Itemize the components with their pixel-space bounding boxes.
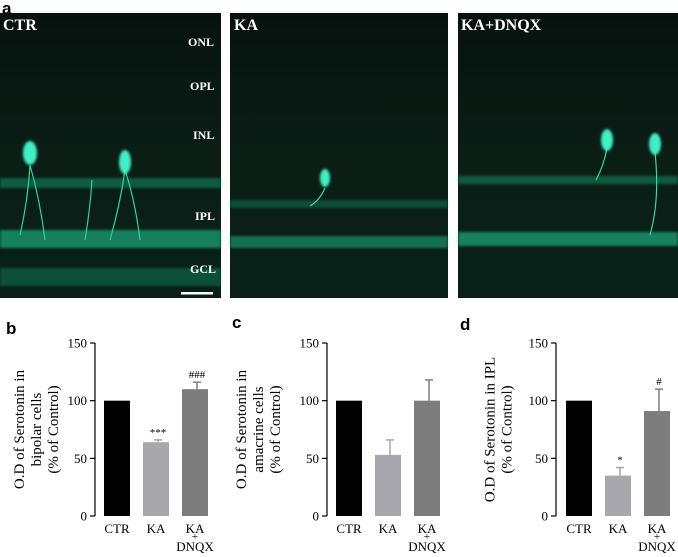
- micrograph-row: CTR ONL OPL INL IPL GCL KA KA+DNQX: [0, 13, 678, 298]
- y-tick-label: 150: [300, 336, 320, 351]
- y-axis-label: O.D of Serotonin inamacrine cells(% of C…: [234, 369, 284, 489]
- y-axis-label-line: O.D of Serotonin in: [234, 369, 250, 489]
- x-tick-label-line: +: [654, 531, 660, 543]
- x-tick-label: KA: [609, 521, 628, 536]
- panel-label-b: b: [6, 319, 17, 338]
- y-axis-label-line: (% of Control): [500, 385, 516, 473]
- ctr-staining: [0, 164, 221, 286]
- x-tick-label: CTR: [104, 521, 130, 536]
- x-tick-label-line: DNQX: [638, 539, 676, 554]
- y-axis-label: O.D of Serotonin inbipolar cells(% of Co…: [12, 369, 62, 489]
- micrograph-ka-dnqx: KA+DNQX: [458, 13, 678, 298]
- micrograph-ka-dnqx-background: [458, 13, 678, 298]
- layer-label-ipl: IPL: [195, 209, 215, 223]
- bar-2: [143, 442, 169, 516]
- y-tick-label: 100: [529, 393, 549, 408]
- micrograph-ka: KA: [230, 13, 448, 298]
- x-tick-label-line: DNQX: [176, 539, 214, 554]
- y-axis-label-line: bipolar cells: [29, 392, 45, 466]
- y-tick-label: 0: [542, 509, 549, 524]
- x-tick-label-line: CTR: [566, 521, 592, 536]
- scale-bar: [181, 292, 213, 295]
- bar-3: [644, 411, 670, 516]
- significance-marker: *: [617, 455, 623, 467]
- y-axis-label-line: O.D of Serotonin in: [12, 369, 28, 489]
- x-tick-label: KA + DNQX: [176, 521, 214, 554]
- y-axis-label-line: O.D of Serotonin in IPL: [483, 357, 499, 502]
- x-tick-label: KA: [379, 521, 398, 536]
- x-tick-label-line: +: [192, 531, 198, 543]
- ka-cell-body: [320, 169, 330, 187]
- y-tick-label: 0: [313, 509, 320, 524]
- x-tick-label-line: KA: [379, 521, 398, 536]
- x-tick-label-line: KA: [186, 521, 205, 536]
- x-tick-label-line: CTR: [104, 521, 130, 536]
- y-tick-label: 100: [68, 393, 88, 408]
- significance-marker: #: [656, 376, 662, 388]
- x-tick-label: CTR: [336, 521, 362, 536]
- x-tick-label: KA + DNQX: [408, 521, 446, 554]
- y-axis-label-line: amacrine cells: [251, 386, 267, 472]
- micrograph-title-ka-dnqx: KA+DNQX: [461, 17, 542, 34]
- x-tick-label: KA + DNQX: [638, 521, 676, 554]
- bar-1: [336, 400, 362, 516]
- y-axis-label-line: (% of Control): [268, 385, 284, 473]
- layer-label-inl: INL: [193, 128, 214, 142]
- panel-label-d: d: [460, 315, 471, 334]
- x-tick-label-line: +: [424, 531, 430, 543]
- bar-2: [605, 475, 631, 516]
- bar-3: [414, 400, 440, 516]
- ctr-cell-body: [23, 141, 37, 165]
- micrograph-ka-background: [230, 13, 448, 298]
- panel-label-c: c: [232, 313, 242, 332]
- x-tick-label-line: KA: [609, 521, 628, 536]
- x-tick-label-line: KA: [418, 521, 437, 536]
- bar-1: [566, 400, 592, 516]
- x-tick-label-line: KA: [648, 521, 667, 536]
- x-tick-label: CTR: [566, 521, 592, 536]
- y-tick-label: 50: [74, 451, 87, 466]
- layer-label-onl: ONL: [188, 35, 214, 49]
- bar-2: [375, 454, 401, 516]
- bar-1: [104, 400, 130, 516]
- x-tick-label: KA: [147, 521, 166, 536]
- x-tick-label-line: KA: [147, 521, 166, 536]
- ka-dnqx-cell-body: [649, 133, 661, 155]
- ctr-cell-body: [119, 150, 131, 174]
- significance-marker: ***: [150, 427, 167, 439]
- y-tick-label: 100: [300, 393, 320, 408]
- y-tick-label: 150: [529, 336, 549, 351]
- y-tick-label: 150: [68, 336, 88, 351]
- micrograph-ctr: CTR ONL OPL INL IPL GCL: [0, 13, 221, 298]
- panel-label-a: a: [2, 0, 12, 18]
- micrograph-title-ctr: CTR: [3, 17, 37, 34]
- layer-label-gcl: GCL: [190, 262, 216, 276]
- y-tick-label: 50: [306, 451, 319, 466]
- y-axis-label: O.D of Serotonin in IPL(% of Control): [483, 357, 516, 502]
- ka-dnqx-cell-body: [601, 129, 613, 151]
- ka-staining: [230, 187, 448, 248]
- y-tick-label: 0: [81, 509, 88, 524]
- y-axis-label-line: (% of Control): [46, 385, 62, 473]
- bar-3: [182, 389, 208, 516]
- micrograph-title-ka: KA: [234, 17, 258, 34]
- x-tick-label-line: DNQX: [408, 539, 446, 554]
- x-tick-label-line: CTR: [336, 521, 362, 536]
- layer-label-opl: OPL: [190, 79, 215, 93]
- y-tick-label: 50: [535, 451, 548, 466]
- significance-marker: ###: [189, 369, 206, 381]
